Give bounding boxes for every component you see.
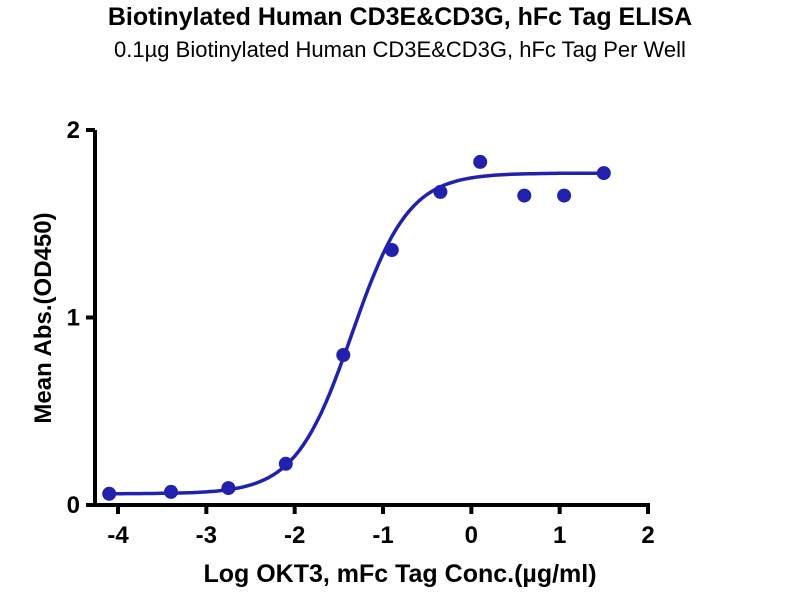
chart-subtitle: 0.1µg Biotinylated Human CD3E&CD3G, hFc … <box>114 37 686 62</box>
y-tick-label: 1 <box>67 305 80 332</box>
data-point <box>336 348 351 362</box>
x-tick-label: -2 <box>284 522 305 549</box>
data-point <box>164 484 178 499</box>
x-tick-label: 2 <box>641 522 654 549</box>
y-tick-label: 2 <box>67 117 80 144</box>
x-tick-label: 1 <box>553 522 566 549</box>
data-point <box>102 486 117 501</box>
data-point <box>473 154 488 169</box>
data-point <box>221 481 236 496</box>
x-tick-label: -3 <box>196 522 217 549</box>
x-tick-label: -1 <box>372 522 393 549</box>
data-point <box>278 456 293 471</box>
x-tick-label: -4 <box>107 522 129 549</box>
data-point <box>384 243 399 257</box>
fit-curve <box>102 171 610 496</box>
data-point <box>557 188 572 203</box>
x-tick-label: 0 <box>465 522 478 549</box>
x-axis-label: Log OKT3, mFc Tag Conc.(µg/ml) <box>203 560 597 588</box>
data-point <box>433 184 448 199</box>
y-tick-label: 0 <box>67 492 80 519</box>
data-point <box>517 188 532 203</box>
chart-title: Biotinylated Human CD3E&CD3G, hFc Tag EL… <box>107 3 693 31</box>
data-point <box>596 166 611 181</box>
